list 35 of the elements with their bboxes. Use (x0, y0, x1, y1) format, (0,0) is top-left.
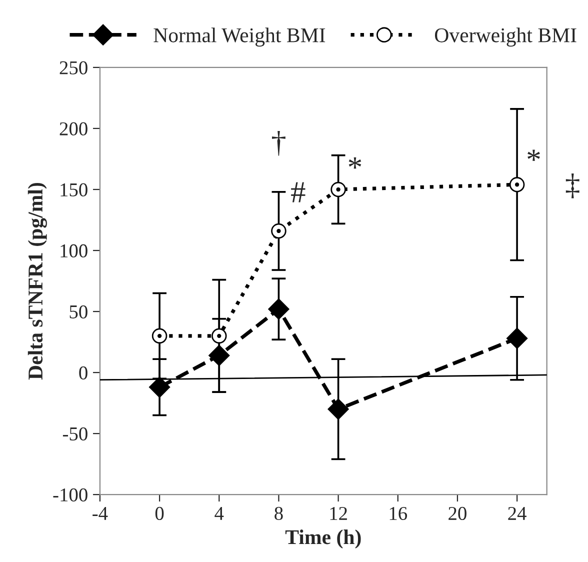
x-tick-label: 4 (214, 507, 224, 520)
point (271, 223, 286, 239)
point (208, 344, 230, 366)
legend-label: Overweight BMI (434, 28, 576, 47)
point (211, 328, 227, 344)
y-tick-label: -50 (62, 427, 88, 440)
point (152, 328, 168, 344)
x-tick-label: 8 (274, 506, 283, 520)
annotation: # (291, 182, 306, 202)
legend-label: Normal Weight BMI (154, 28, 326, 47)
x-tick-label: 24 (508, 506, 526, 520)
point (149, 376, 170, 398)
point (268, 298, 290, 320)
point (330, 182, 346, 198)
point (328, 398, 349, 420)
x-tick-label: 12 (330, 506, 347, 520)
y-tick-label: 200 (60, 122, 88, 136)
x-tick-label: 20 (448, 506, 466, 520)
x-tick-label: -4 (92, 507, 108, 520)
annotation: * (348, 157, 362, 169)
point (509, 176, 525, 192)
point (506, 328, 528, 349)
y-tick-label: 50 (70, 305, 88, 318)
annotation: † (272, 131, 286, 156)
y-tick-label: 0 (79, 366, 88, 380)
annotation: * (528, 150, 540, 161)
y-tick-label: 100 (60, 244, 88, 258)
x-tick-label: 16 (390, 506, 408, 520)
y-tick-label: -100 (53, 488, 88, 502)
y-tick-label: 250 (60, 61, 88, 74)
x-tick-label: 0 (155, 506, 164, 520)
x-axis-title: Time (h) (285, 530, 361, 548)
y-tick-label: 150 (60, 183, 88, 196)
text: ‡ (566, 174, 580, 198)
y-axis-title: Delta sTNFR1 (pg/ml) (28, 182, 47, 380)
